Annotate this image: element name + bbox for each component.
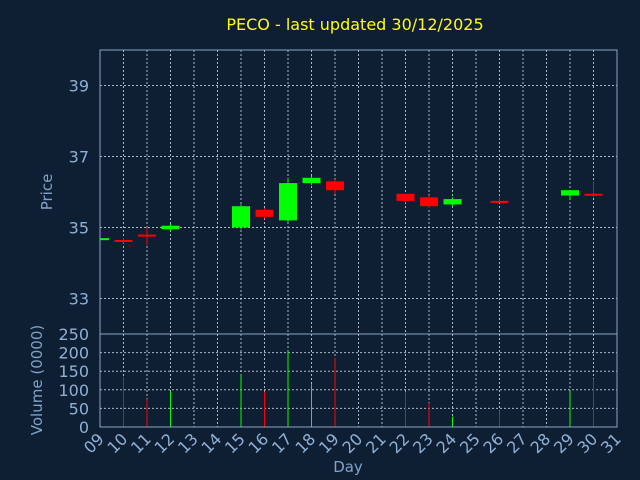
candle-body bbox=[326, 181, 344, 191]
candle bbox=[443, 197, 462, 207]
volume-tick-label: 250 bbox=[58, 325, 89, 344]
candle-body bbox=[255, 209, 274, 217]
price-y-ticks: 33 35 37 39 bbox=[69, 77, 89, 309]
candle-body bbox=[279, 183, 297, 221]
price-axis-label: Price bbox=[38, 174, 56, 211]
candle-body bbox=[396, 193, 415, 201]
chart-title: PECO - last updated 30/12/2025 bbox=[226, 15, 483, 34]
candle bbox=[138, 227, 156, 246]
price-tick-label: 39 bbox=[69, 77, 89, 96]
candle-body bbox=[100, 238, 109, 241]
price-tick-label: 35 bbox=[69, 219, 89, 238]
volume-bars bbox=[123, 350, 594, 427]
candle bbox=[490, 197, 509, 203]
candle bbox=[279, 177, 297, 223]
volume-tick-label: 0 bbox=[79, 418, 89, 437]
candle-body bbox=[420, 197, 438, 207]
candle-body bbox=[114, 239, 133, 242]
candle bbox=[584, 181, 603, 198]
candle bbox=[420, 195, 438, 208]
price-panel: 33 35 37 39 Price bbox=[38, 49, 618, 335]
candle bbox=[302, 176, 321, 185]
price-tick-label: 33 bbox=[69, 290, 89, 309]
candle bbox=[232, 204, 250, 230]
candle-body bbox=[232, 206, 250, 228]
candles bbox=[99, 176, 603, 246]
candle bbox=[114, 238, 133, 244]
candle bbox=[255, 207, 274, 219]
volume-tick-label: 50 bbox=[69, 399, 89, 418]
price-tick-label: 37 bbox=[69, 148, 89, 167]
candle-body bbox=[302, 177, 321, 184]
volume-tick-label: 150 bbox=[58, 362, 89, 381]
candle bbox=[161, 223, 180, 232]
candle bbox=[326, 179, 344, 194]
candle-body bbox=[584, 193, 603, 196]
day-x-ticks: 0910111213141516171819202122232425262728… bbox=[80, 429, 625, 457]
volume-tick-label: 200 bbox=[58, 344, 89, 363]
day-axis-label: Day bbox=[333, 458, 363, 476]
volume-axis-label: Volume (0000) bbox=[28, 325, 46, 435]
candle-body bbox=[161, 225, 180, 230]
candle bbox=[396, 193, 415, 203]
candle-body bbox=[561, 190, 579, 196]
candle-body bbox=[138, 234, 156, 237]
candle-body bbox=[490, 200, 509, 203]
volume-frame bbox=[99, 333, 618, 428]
candle-body bbox=[443, 199, 462, 205]
volume-tick-label: 100 bbox=[58, 381, 89, 400]
candle bbox=[561, 190, 579, 200]
